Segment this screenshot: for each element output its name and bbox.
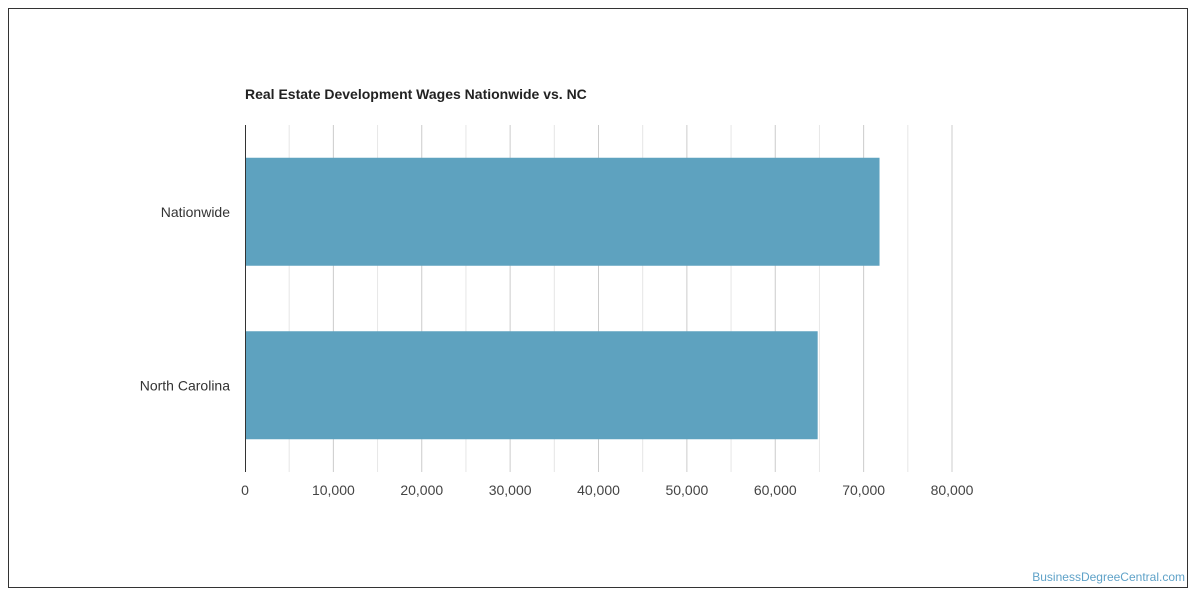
source-watermark: BusinessDegreeCentral.com [1032, 570, 1185, 584]
x-tick-label: 40,000 [577, 482, 620, 498]
labels: Nationwide North Carolina 0 10,000 20,000 30,… [140, 204, 974, 498]
x-tick-label: 60,000 [754, 482, 797, 498]
category-label: North Carolina [140, 377, 230, 393]
x-tick-label: 70,000 [842, 482, 885, 498]
bar-nationwide [245, 157, 880, 266]
x-tick-label: 80,000 [931, 482, 974, 498]
x-tick-label: 30,000 [489, 482, 532, 498]
bar-north-carolina [245, 331, 818, 440]
x-tick-label: 20,000 [400, 482, 443, 498]
x-tick-label: 10,000 [312, 482, 355, 498]
bars [245, 157, 880, 440]
category-label: Nationwide [161, 204, 230, 220]
x-tick-label: 50,000 [665, 482, 708, 498]
x-tick-label: 0 [241, 482, 249, 498]
chart-title: Real Estate Development Wages Nationwide… [245, 86, 587, 102]
